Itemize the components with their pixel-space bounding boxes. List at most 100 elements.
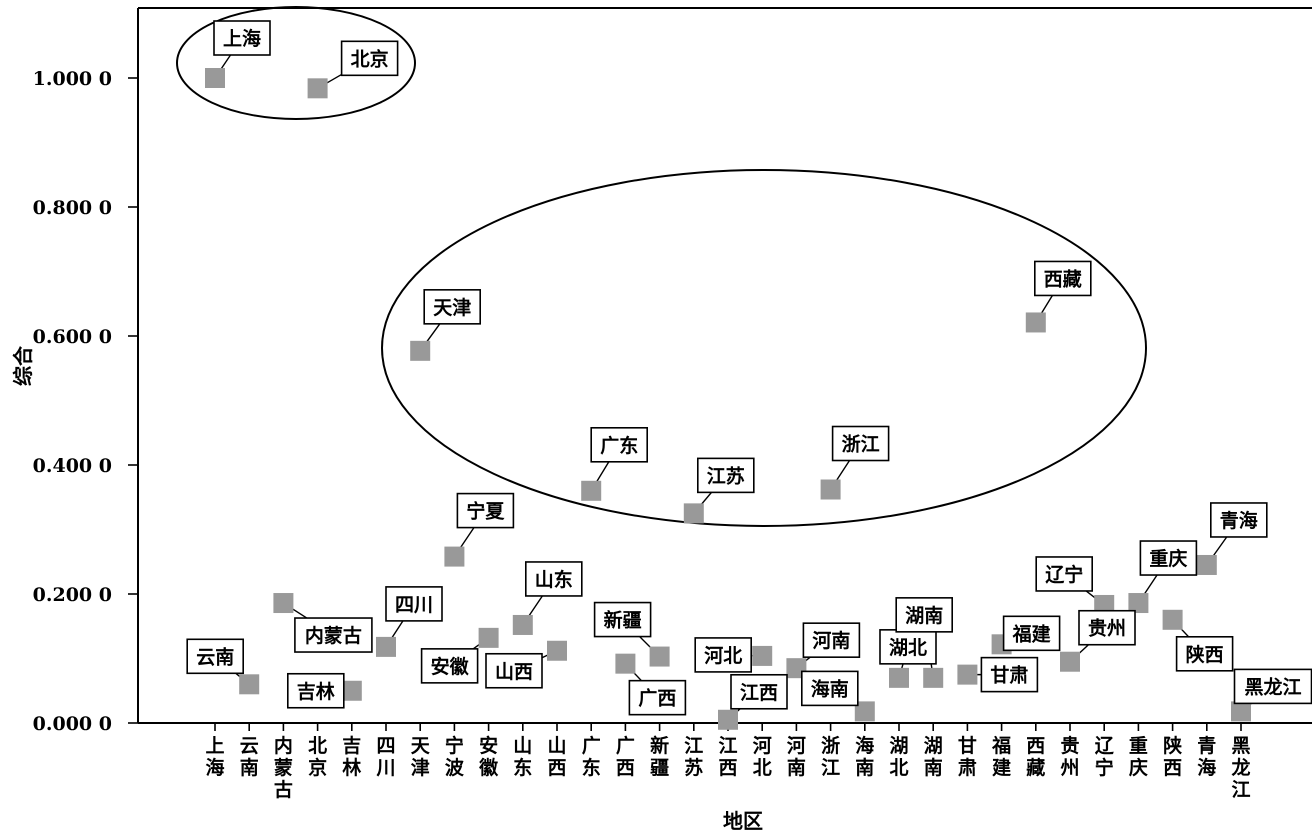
- callout-box: [294, 617, 373, 653]
- x-tick-label: 西藏: [1026, 735, 1045, 779]
- callout-label: 陕西: [1186, 643, 1224, 666]
- callout-label: 山东: [535, 568, 573, 591]
- x-axis-title: 地区: [723, 809, 763, 833]
- x-tick-label: 广东: [582, 734, 601, 779]
- data-point: [1162, 609, 1183, 630]
- callout-box: [485, 652, 543, 689]
- x-tick-label: 山西: [547, 735, 566, 779]
- y-tick-label: 0.800 0: [33, 197, 112, 219]
- x-tick-label: 河南: [787, 735, 806, 779]
- callout-label: 上海: [223, 27, 261, 50]
- axes: [137, 7, 1312, 724]
- x-tick-label: 四川: [375, 735, 395, 779]
- data-point: [957, 664, 978, 685]
- callout-label: 宁夏: [466, 500, 505, 523]
- callout-label: 山西: [495, 661, 533, 683]
- x-tick-label: 福建: [991, 734, 1011, 779]
- data-point: [1196, 554, 1217, 575]
- x-tick-label: 湖南: [924, 735, 943, 779]
- data-point: [649, 646, 670, 667]
- x-tick-label: 上海: [205, 735, 224, 779]
- x-tick-label: 青海: [1197, 735, 1216, 779]
- callout-box: [1139, 540, 1198, 576]
- x-tick-label: 安徽: [478, 734, 499, 779]
- data-point: [1060, 651, 1080, 672]
- callout-box: [456, 492, 515, 529]
- x-ticks: 上海云南内蒙古北京吉林四川天津宁波安徽山东山西广东广西新疆江苏江西河北河南浙江海…: [205, 723, 1251, 801]
- callout-box: [524, 561, 583, 597]
- y-tick-label: 0.600 0: [33, 326, 112, 348]
- callout-box: [696, 457, 755, 494]
- callout-box: [593, 601, 652, 638]
- callout-box: [286, 672, 345, 709]
- callout-box: [420, 648, 479, 684]
- data-point: [581, 480, 602, 501]
- group-ellipses: [176, 6, 1147, 527]
- x-tick-label: 江西: [718, 735, 737, 779]
- callout-label: 北京: [351, 47, 389, 70]
- x-tick-label: 湖北: [889, 735, 908, 779]
- callout-label: 江西: [740, 682, 778, 704]
- data-point: [1025, 312, 1046, 333]
- callout-box: [590, 426, 649, 463]
- data-point: [376, 636, 396, 657]
- x-tick-label: 江苏: [684, 735, 703, 779]
- data-point: [683, 503, 704, 524]
- callout-box: [385, 586, 443, 622]
- ellipse-middle-group: [381, 169, 1147, 527]
- callout-label: 天津: [433, 296, 471, 319]
- callout-label: 内蒙古: [305, 624, 362, 647]
- data-point: [444, 546, 465, 567]
- y-axis-title: 综合: [11, 345, 35, 386]
- callout-label: 吉林: [297, 680, 335, 703]
- callout-box: [694, 637, 753, 673]
- data-point: [1128, 593, 1149, 614]
- callout-box: [802, 622, 861, 658]
- callout-label: 河北: [704, 645, 742, 667]
- data-point: [512, 614, 533, 635]
- data-point: [889, 667, 909, 688]
- data-point: [752, 645, 773, 666]
- callout-label: 江苏: [707, 464, 745, 487]
- callout-label: 河南: [812, 630, 850, 652]
- callout-box: [186, 638, 244, 675]
- callout-label: 西藏: [1044, 267, 1082, 290]
- data-point: [854, 701, 875, 722]
- callout-label: 海南: [811, 677, 849, 700]
- x-tick-label: 甘肃: [958, 735, 977, 779]
- x-tick-label: 新疆: [650, 734, 669, 779]
- callout-label: 贵州: [1088, 618, 1126, 640]
- x-tick-label: 河北: [753, 735, 772, 779]
- callout-label: 重庆: [1149, 547, 1187, 570]
- y-tick-label: 0.400 0: [33, 455, 112, 477]
- x-tick-label: 广西: [616, 734, 635, 779]
- x-tick-label: 山东: [513, 735, 532, 779]
- x-tick-label: 内蒙古: [274, 734, 293, 801]
- x-tick-label: 贵州: [1060, 735, 1079, 779]
- callout-box: [980, 656, 1039, 693]
- data-point: [478, 627, 499, 648]
- callout-label: 四川: [395, 594, 433, 616]
- x-tick-label: 重庆: [1129, 735, 1148, 779]
- y-ticks: 0.000 0 0.200 0 0.400 0 0.600 0 0.800 0 1.000…: [33, 68, 138, 735]
- callout-label: 广西: [638, 687, 676, 710]
- callout-box: [895, 597, 954, 633]
- x-tick-label: 天津: [411, 735, 431, 779]
- data-point: [1231, 701, 1251, 722]
- callout-label: 湖北: [889, 637, 927, 659]
- data-points: [205, 68, 1251, 730]
- callout-box: [1002, 615, 1061, 652]
- callout-box: [800, 670, 859, 707]
- callout-label: 云南: [196, 646, 234, 668]
- callout-label: 广东: [600, 434, 638, 457]
- callout-box: [213, 20, 271, 56]
- data-point: [547, 640, 567, 661]
- callout-box: [730, 673, 788, 710]
- callout-label: 安徽: [431, 655, 470, 678]
- callout-label: 湖南: [905, 605, 943, 627]
- callout-box: [1175, 635, 1234, 672]
- x-tick-label: 浙江: [821, 734, 840, 779]
- callout-box: [1034, 260, 1092, 297]
- data-point: [205, 68, 225, 88]
